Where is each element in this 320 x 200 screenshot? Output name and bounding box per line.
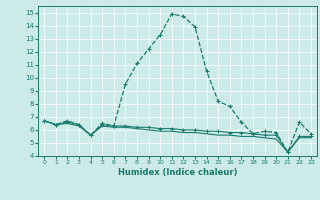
- X-axis label: Humidex (Indice chaleur): Humidex (Indice chaleur): [118, 168, 237, 177]
